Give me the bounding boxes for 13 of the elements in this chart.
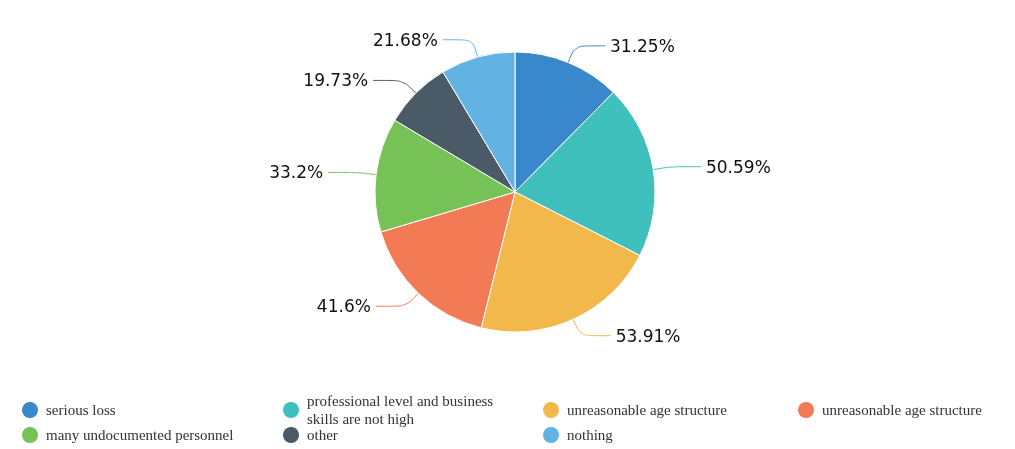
data-label: 19.73%	[303, 70, 369, 91]
data-label: 50.59%	[705, 156, 771, 177]
legend-label: many undocumented personnel	[46, 427, 234, 443]
legend-label: unreasonable age structure	[567, 402, 728, 418]
legend-label: serious loss	[46, 402, 116, 418]
legend-label: nothing	[567, 427, 614, 443]
data-label: 41.6%	[316, 296, 371, 317]
data-label: 21.68%	[372, 29, 438, 50]
legend-label: unreasonable age structure	[822, 402, 983, 418]
legend-label: other	[307, 427, 338, 443]
data-label: 53.91%	[615, 325, 681, 346]
data-label: 33.2%	[269, 162, 324, 183]
data-label: 31.25%	[610, 35, 675, 56]
